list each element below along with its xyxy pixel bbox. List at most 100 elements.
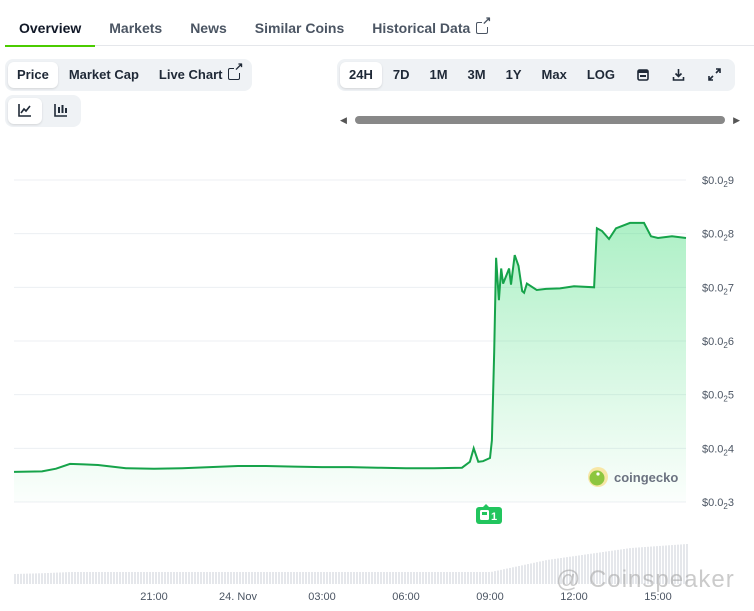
range-1y[interactable]: 1Y (505, 67, 522, 82)
volume-bar (626, 548, 628, 584)
volume-bar (407, 572, 409, 584)
volume-bar (473, 572, 475, 584)
candlestick-chart-button[interactable] (44, 98, 78, 124)
volume-bar (296, 572, 298, 584)
volume-bar (14, 574, 16, 584)
volume-bar (38, 573, 40, 584)
volume-bar (134, 572, 136, 584)
volume-bar (578, 555, 580, 584)
volume-bar (242, 572, 244, 584)
tab-similar-coins[interactable]: Similar Coins (254, 20, 345, 36)
volume-bar (287, 572, 289, 584)
volume-bar (647, 546, 649, 584)
volume-bar (548, 559, 550, 584)
log-toggle[interactable]: LOG (586, 67, 615, 82)
y-tick-label: $0.023 (702, 497, 734, 511)
y-tick-label: $0.029 (702, 175, 734, 189)
volume-bar (113, 572, 115, 584)
volume-bar (128, 572, 130, 584)
volume-bar (515, 566, 517, 584)
volume-bar (641, 547, 643, 584)
coingecko-logo: coingecko (588, 467, 678, 487)
volume-bar (254, 572, 256, 584)
volume-bar (158, 572, 160, 584)
volume-bar (80, 572, 82, 584)
volume-bar (185, 572, 187, 584)
volume-bar (635, 547, 637, 584)
volume-bar (671, 545, 673, 584)
volume-bar (65, 572, 67, 584)
watermark: @ Coinspeaker (556, 566, 735, 593)
volume-bar (92, 572, 94, 584)
volume-bar (557, 558, 559, 584)
tab-overview[interactable]: Overview (5, 14, 96, 47)
volume-bar (677, 544, 679, 584)
tab-markets[interactable]: Markets (109, 20, 163, 36)
live-chart-button[interactable]: Live Chart (150, 62, 250, 88)
y-tick-label: $0.025 (702, 390, 734, 404)
calendar-button[interactable] (626, 62, 660, 88)
volume-bar (302, 572, 304, 584)
scroll-left-icon[interactable]: ◀ (340, 115, 347, 125)
market-cap-button[interactable]: Market Cap (68, 67, 139, 82)
volume-bar (587, 554, 589, 584)
range-3m[interactable]: 3M (467, 67, 486, 82)
tab-news[interactable]: News (190, 20, 227, 36)
volume-bar (569, 556, 571, 584)
x-tick-label: 15:00 (644, 591, 672, 603)
fullscreen-button[interactable] (698, 62, 732, 88)
tab-historical-data[interactable]: Historical Data (358, 14, 502, 46)
range-1m[interactable]: 1M (429, 67, 448, 82)
volume-bar (236, 572, 238, 584)
volume-bar (47, 572, 49, 584)
volume-bar (554, 558, 556, 584)
volume-bar (131, 572, 133, 584)
external-link-icon (476, 16, 492, 34)
news-event-badge[interactable]: 1 (476, 504, 502, 524)
volume-bar (173, 572, 175, 584)
volume-bar (605, 551, 607, 584)
volume-bar (329, 572, 331, 584)
external-link-icon (228, 62, 244, 80)
scrollbar-thumb[interactable] (355, 116, 725, 124)
download-button[interactable] (662, 62, 696, 88)
volume-bar (359, 572, 361, 584)
price-button[interactable]: Price (8, 62, 58, 88)
chart-style-selector (5, 95, 81, 127)
volume-bar (386, 572, 388, 584)
range-24h[interactable]: 24H (340, 62, 382, 88)
volume-bar (350, 572, 352, 584)
volume-bar (437, 572, 439, 584)
line-chart-button[interactable] (8, 98, 42, 124)
volume-bar (374, 572, 376, 584)
volume-bar (284, 572, 286, 584)
volume-bar (317, 572, 319, 584)
volume-bar (617, 549, 619, 584)
volume-bar (590, 553, 592, 584)
volume-bar (485, 572, 487, 584)
range-scrollbar[interactable]: ◀ ▶ (340, 114, 740, 126)
volume-bar (665, 545, 667, 584)
volume-bar (413, 572, 415, 584)
volume-bar (602, 552, 604, 584)
volume-bar (332, 572, 334, 584)
volume-bar (272, 572, 274, 584)
y-tick-label: $0.028 (702, 229, 734, 243)
volume-bar (53, 572, 55, 584)
svg-text:1: 1 (491, 511, 497, 523)
volume-bar (137, 572, 139, 584)
volume-bar (638, 547, 640, 584)
volume-bar (29, 573, 31, 584)
volume-bar (572, 556, 574, 584)
volume-bar (344, 572, 346, 584)
volume-bar (398, 572, 400, 584)
range-max[interactable]: Max (541, 67, 567, 82)
scroll-right-icon[interactable]: ▶ (733, 115, 740, 125)
volume-bar (449, 572, 451, 584)
volume-bar (59, 572, 61, 584)
range-7d[interactable]: 7D (392, 67, 410, 82)
volume-bar (149, 572, 151, 584)
price-line (13, 221, 687, 473)
volume-bar (89, 572, 91, 584)
